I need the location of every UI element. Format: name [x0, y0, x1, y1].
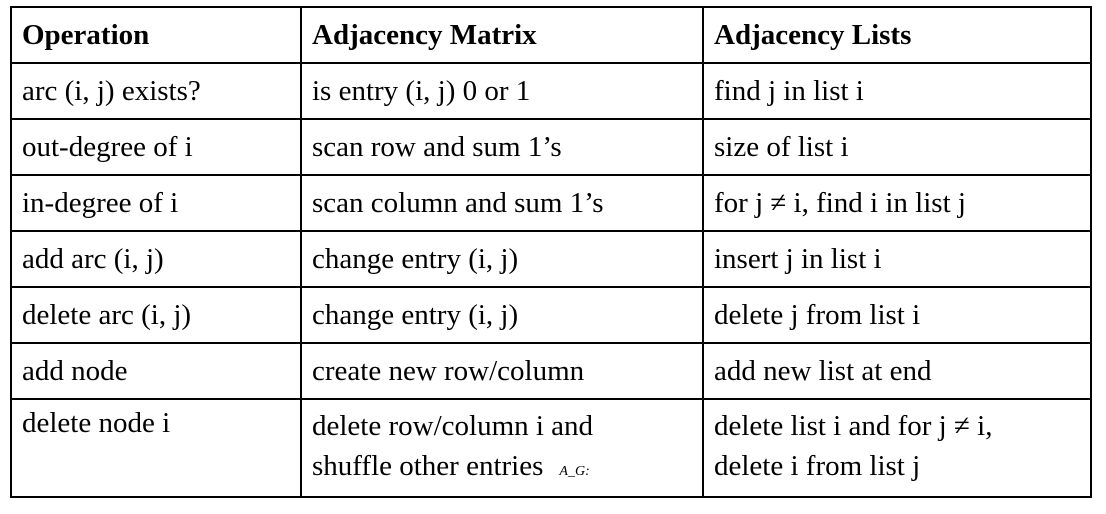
matrix-cell: delete row/column i and shuffle other en…	[300, 398, 704, 498]
lists-line-1: delete list i and for j ≠ i,	[714, 410, 993, 442]
matrix-line-1: delete row/column i and	[312, 410, 594, 442]
lists-cell: for j ≠ i, find i in list j	[702, 174, 1092, 232]
operation-text: delete node i	[22, 407, 171, 439]
operations-table: Operation Adjacency Matrix Adjacency Lis…	[10, 6, 1092, 498]
table-row: in-degree of i scan column and sum 1’s f…	[10, 174, 1092, 232]
table-header-row: Operation Adjacency Matrix Adjacency Lis…	[10, 6, 1092, 64]
matrix-line-2: shuffle other entries	[312, 450, 544, 482]
operation-cell: delete arc (i, j)	[10, 286, 302, 344]
lists-cell: insert j in list i	[702, 230, 1092, 288]
table-row: arc (i, j) exists? is entry (i, j) 0 or …	[10, 62, 1092, 120]
operation-cell: out-degree of i	[10, 118, 302, 176]
lists-cell: find j in list i	[702, 62, 1092, 120]
header-adjacency-matrix: Adjacency Matrix	[300, 6, 704, 64]
table-row: add arc (i, j) change entry (i, j) inser…	[10, 230, 1092, 288]
header-operation: Operation	[10, 6, 302, 64]
matrix-cell: is entry (i, j) 0 or 1	[300, 62, 704, 120]
operation-cell: arc (i, j) exists?	[10, 62, 302, 120]
header-adjacency-lists: Adjacency Lists	[702, 6, 1092, 64]
operation-cell: delete node i	[10, 398, 302, 498]
lists-cell: delete list i and for j ≠ i, delete i fr…	[702, 398, 1092, 498]
matrix-cell: change entry (i, j)	[300, 286, 704, 344]
lists-cell: size of list i	[702, 118, 1092, 176]
table-row: add node create new row/column add new l…	[10, 342, 1092, 400]
operation-cell: add arc (i, j)	[10, 230, 302, 288]
table-row: delete arc (i, j) change entry (i, j) de…	[10, 286, 1092, 344]
matrix-cell: change entry (i, j)	[300, 230, 704, 288]
operation-cell: in-degree of i	[10, 174, 302, 232]
table-row: out-degree of i scan row and sum 1’s siz…	[10, 118, 1092, 176]
lists-cell: delete j from list i	[702, 286, 1092, 344]
matrix-cell: create new row/column	[300, 342, 704, 400]
lists-line-2: delete i from list j	[714, 450, 921, 482]
operation-cell: add node	[10, 342, 302, 400]
table-row: delete node i delete row/column i and sh…	[10, 398, 1092, 498]
matrix-cell: scan row and sum 1’s	[300, 118, 704, 176]
matrix-line-2-wrap: shuffle other entries A_G:	[312, 446, 692, 492]
matrix-note: A_G:	[559, 464, 590, 479]
lists-cell: add new list at end	[702, 342, 1092, 400]
matrix-cell: scan column and sum 1’s	[300, 174, 704, 232]
